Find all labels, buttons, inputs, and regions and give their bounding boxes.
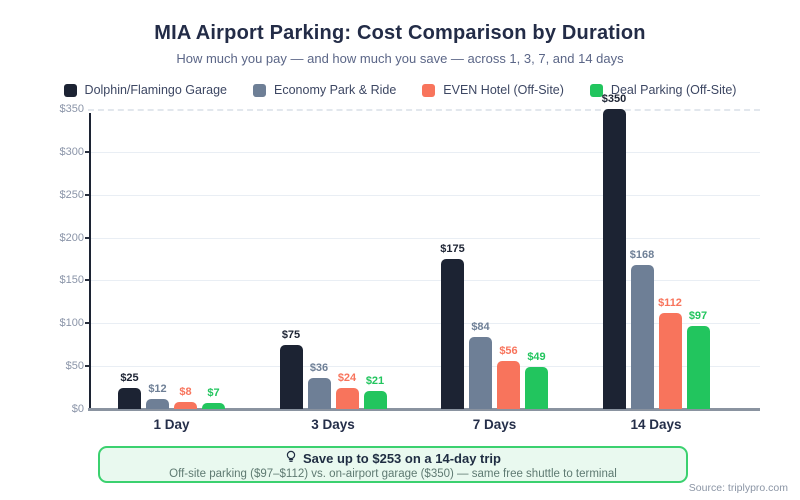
legend-label: Deal Parking (Off-Site) xyxy=(610,83,737,97)
bar-value-label: $75 xyxy=(281,329,301,341)
bar-value-label: $49 xyxy=(527,351,546,363)
bar-value-label: $56 xyxy=(499,345,518,357)
bar-value-label: $12 xyxy=(148,383,167,395)
bar-value-label: $21 xyxy=(365,375,385,387)
bar xyxy=(441,259,464,409)
legend-item: Economy Park & Ride xyxy=(253,83,396,97)
y-axis-tick-label: $250 xyxy=(59,188,84,201)
bar xyxy=(658,313,682,409)
y-axis-line xyxy=(89,113,91,409)
legend-label: Dolphin/Flamingo Garage xyxy=(84,83,227,97)
bar xyxy=(279,345,303,409)
bar-value-label: $8 xyxy=(179,386,192,398)
y-axis-tick-mark xyxy=(85,365,90,368)
bar xyxy=(630,265,654,409)
bar-value-label: $97 xyxy=(688,310,708,322)
x-axis-category-label: 7 Days xyxy=(472,417,517,432)
y-axis-tick-label: $100 xyxy=(59,317,84,330)
y-axis-tick-mark xyxy=(85,236,90,239)
callout-title-text: Save up to $253 on a 14-day trip xyxy=(303,450,501,466)
y-axis-tick-label: $0 xyxy=(71,403,84,415)
x-axis-category-label: 1 Day xyxy=(153,417,190,432)
bar-value-label: $84 xyxy=(471,321,490,333)
x-axis-line xyxy=(88,408,760,411)
savings-callout: Save up to $253 on a 14-day trip Off-sit… xyxy=(98,446,688,483)
bar-value-label: $112 xyxy=(658,297,682,309)
bar-value-label: $168 xyxy=(629,249,655,261)
legend-label: EVEN Hotel (Off-Site) xyxy=(443,83,564,97)
chart-title: MIA Airport Parking: Cost Comparison by … xyxy=(154,22,646,44)
x-axis-category-label: 3 Days xyxy=(311,417,355,432)
y-axis-tick-label: $50 xyxy=(65,360,84,373)
gridline xyxy=(88,237,760,239)
lightbulb-icon xyxy=(285,450,297,467)
gridline xyxy=(88,109,760,111)
legend-swatch-icon xyxy=(422,83,436,97)
y-axis-tick-mark xyxy=(85,322,90,325)
gridline xyxy=(88,366,760,368)
legend-swatch-icon xyxy=(63,83,77,97)
y-axis-tick-label: $300 xyxy=(59,145,84,158)
bar-value-label: $24 xyxy=(337,372,357,384)
bar xyxy=(202,403,225,409)
callout-title-row: Save up to $253 on a 14-day trip xyxy=(285,450,501,467)
source-attribution: Source: triplypro.com xyxy=(688,482,788,494)
y-axis-tick-mark xyxy=(85,150,90,153)
bar-value-label: $36 xyxy=(309,362,329,374)
x-axis-category-label: 14 Days xyxy=(630,417,682,432)
legend-item: EVEN Hotel (Off-Site) xyxy=(422,83,564,97)
y-axis-tick-label: $200 xyxy=(59,231,84,244)
bar-value-label: $7 xyxy=(207,387,220,399)
chart-legend: Dolphin/Flamingo Garage Economy Park & Ri… xyxy=(0,83,800,97)
bar xyxy=(307,378,331,409)
callout-subtitle: Off-site parking ($97–$112) vs. on-airpo… xyxy=(169,467,617,480)
y-axis-tick-label: $150 xyxy=(59,274,84,287)
bar xyxy=(686,326,710,409)
bar xyxy=(335,388,359,409)
bar-value-label: $175 xyxy=(440,243,465,255)
bar xyxy=(174,402,197,409)
legend-item: Dolphin/Flamingo Garage xyxy=(63,83,227,97)
chart-subtitle: How much you pay — and how much you save… xyxy=(176,51,624,66)
bar xyxy=(146,399,169,409)
legend-item: Deal Parking (Off-Site) xyxy=(589,83,737,97)
legend-label: Economy Park & Ride xyxy=(274,83,397,97)
legend-swatch-icon xyxy=(589,83,603,97)
legend-swatch-icon xyxy=(253,83,266,97)
gridline xyxy=(88,323,760,325)
y-axis-tick-mark xyxy=(85,193,90,196)
bar xyxy=(602,109,626,409)
gridline xyxy=(88,194,760,196)
gridline xyxy=(88,280,760,282)
gridline xyxy=(88,151,760,153)
y-axis-tick-label: $350 xyxy=(59,103,84,115)
bar-value-label: $350 xyxy=(601,93,627,105)
bar-value-label: $25 xyxy=(120,372,139,384)
bar xyxy=(497,361,520,409)
bar xyxy=(525,367,548,409)
bar xyxy=(469,337,492,409)
bar xyxy=(118,388,141,409)
y-axis-tick-mark xyxy=(85,279,90,282)
bar xyxy=(363,391,387,409)
